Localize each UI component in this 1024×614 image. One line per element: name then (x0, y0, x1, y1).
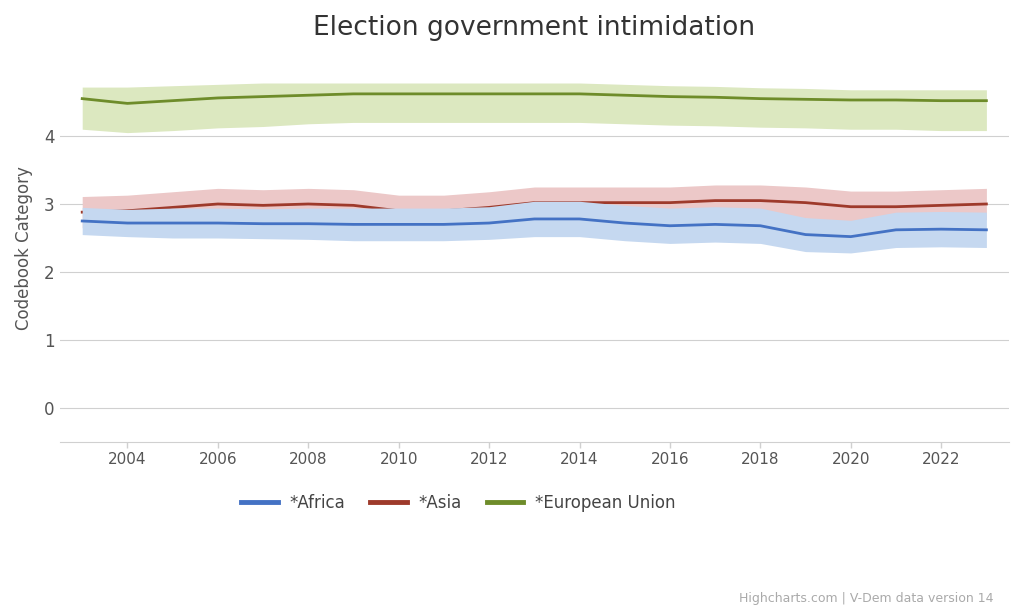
Y-axis label: Codebook Category: Codebook Category (15, 166, 33, 330)
Text: Highcharts.com | V-Dem data version 14: Highcharts.com | V-Dem data version 14 (738, 592, 993, 605)
Title: Election government intimidation: Election government intimidation (313, 15, 756, 41)
Legend: *Africa, *Asia, *European Union: *Africa, *Asia, *European Union (234, 488, 682, 519)
